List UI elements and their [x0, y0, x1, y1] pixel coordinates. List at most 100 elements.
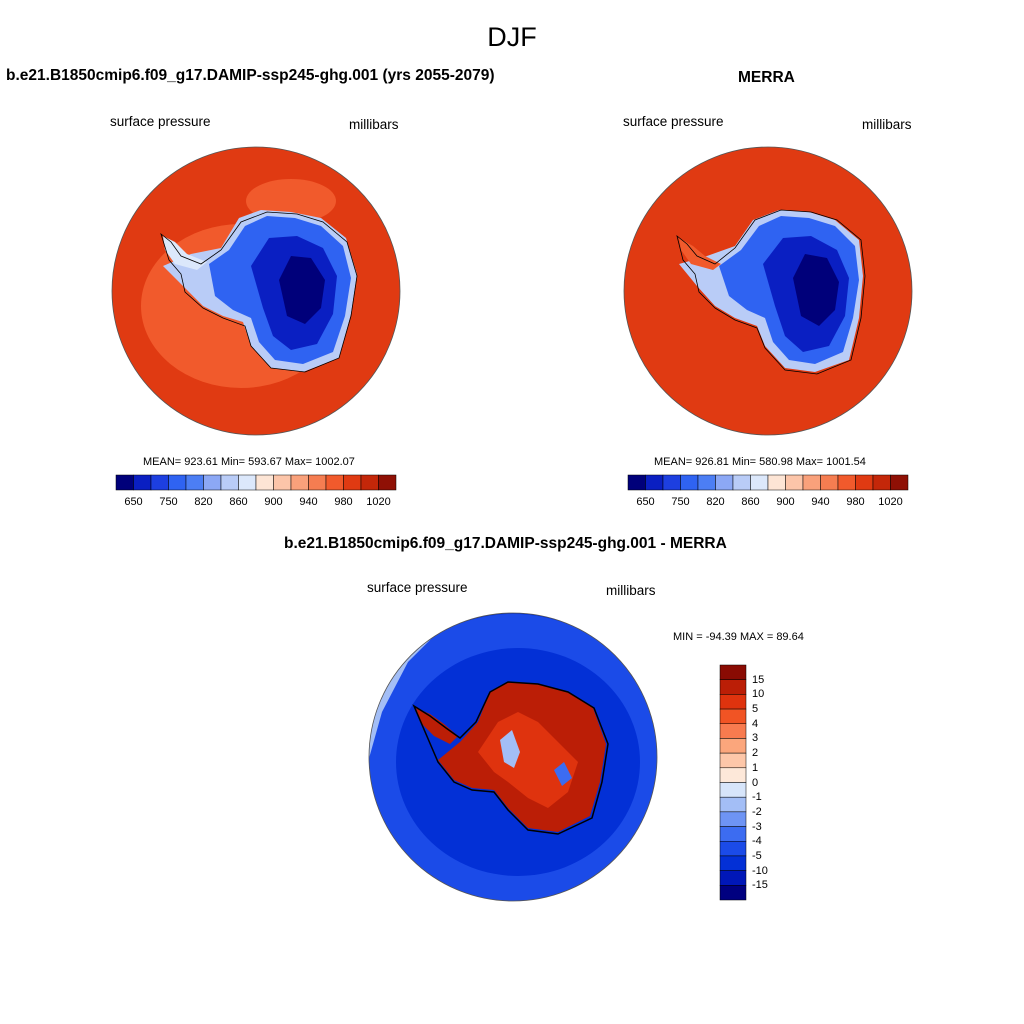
obs-antarctica-plateau [793, 254, 839, 326]
diff-colorbar-tick-label: -10 [752, 864, 768, 877]
main-title: DJF [487, 22, 537, 52]
model-colorbar [115, 474, 397, 491]
model-colorbar-box [360, 474, 379, 491]
diff-colorbar-box [719, 841, 747, 857]
obs-colorbar-box [750, 474, 769, 491]
obs-panel-title: MERRA [738, 69, 795, 86]
model-colorbar-box [168, 474, 187, 491]
diff-colorbar-tick-label: -3 [752, 820, 762, 833]
obs-colorbar [627, 474, 909, 491]
diff-polar-map [368, 612, 658, 902]
diff-coastline [412, 681, 609, 835]
obs-colorbar-tick-label: 650 [636, 496, 655, 508]
diff-colorbar-box [719, 679, 747, 695]
model-colorbar-box [238, 474, 257, 491]
model-colorbar-box [325, 474, 344, 491]
diff-variable-label: surface pressure [367, 580, 468, 595]
obs-colorbar-box [645, 474, 664, 491]
diff-colorbar-box [719, 870, 747, 886]
diff-colorbar-box [719, 738, 747, 754]
obs-colorbar-box [732, 474, 751, 491]
obs-colorbar-box [785, 474, 804, 491]
obs-colorbar-tick-label: 1020 [878, 496, 903, 508]
diff-colorbar-tick-label: -4 [752, 835, 762, 848]
obs-colorbar-tick-label: 940 [811, 496, 830, 508]
obs-colorbar-box [627, 474, 646, 491]
model-colorbar-box [378, 474, 397, 491]
model-panel-title: b.e21.B1850cmip6.f09_g17.DAMIP-ssp245-gh… [6, 67, 495, 84]
obs-colorbar-box [820, 474, 839, 491]
diff-antarctica-negative-2 [554, 762, 572, 786]
diff-colorbar-tick-label: -15 [752, 879, 768, 892]
diff-colorbar-tick-label: 2 [752, 747, 759, 760]
diff-colorbar-tick-label: -2 [752, 805, 762, 818]
model-colorbar-tick-label: 940 [299, 496, 318, 508]
model-colorbar-tick-label: 820 [194, 496, 213, 508]
model-colorbar-box [220, 474, 239, 491]
obs-colorbar-box [890, 474, 909, 491]
model-coastline [160, 211, 358, 373]
diff-colorbar-box [719, 811, 747, 827]
obs-colorbar-tick-label: 860 [741, 496, 760, 508]
model-colorbar-box [290, 474, 309, 491]
diff-colorbar-box [719, 826, 747, 842]
diff-colorbar-box [719, 767, 747, 783]
diff-colorbar-tick-label: 5 [752, 703, 759, 716]
diff-colorbar-tick-label: -5 [752, 849, 762, 862]
diff-colorbar-box [719, 782, 747, 798]
model-antarctica-plateau [279, 256, 325, 324]
obs-colorbar-tick-label: 900 [776, 496, 795, 508]
diff-colorbar-tick-label: 4 [752, 717, 759, 730]
diff-antarctica-negative [500, 730, 520, 768]
diff-panel-title: b.e21.B1850cmip6.f09_g17.DAMIP-ssp245-gh… [284, 535, 727, 552]
diff-colorbar-box [719, 723, 747, 739]
model-colorbar-box [150, 474, 169, 491]
model-peninsula [163, 236, 207, 270]
diff-units-label: millibars [606, 583, 656, 598]
diff-colorbar-tick-label: 1 [752, 761, 759, 774]
diff-colorbar-box [719, 708, 747, 724]
obs-coastline [676, 209, 866, 375]
diff-colorbar-box [719, 796, 747, 813]
obs-stats: MEAN= 926.81 Min= 580.98 Max= 1001.54 [654, 456, 866, 468]
obs-units-label: millibars [862, 117, 912, 132]
model-colorbar-box [273, 474, 292, 491]
diff-peninsula [416, 708, 458, 744]
diff-colorbar-tick-label: 15 [752, 673, 765, 686]
model-units-label: millibars [349, 117, 399, 132]
diff-colorbar-tick-label: 10 [752, 688, 765, 701]
model-stats: MEAN= 923.61 Min= 593.67 Max= 1002.07 [143, 456, 355, 468]
model-colorbar-box [255, 474, 274, 491]
obs-colorbar-box [802, 474, 821, 491]
obs-variable-label: surface pressure [623, 114, 724, 129]
model-colorbar-tick-label: 980 [334, 496, 353, 508]
diff-colorbar-box [719, 885, 747, 901]
diff-colorbar-box [719, 855, 747, 871]
diff-colorbar-box [719, 694, 747, 710]
obs-colorbar-box [837, 474, 856, 491]
obs-colorbar-tick-label: 820 [706, 496, 725, 508]
model-colorbar-box [343, 474, 362, 491]
model-colorbar-tick-label: 750 [159, 496, 178, 508]
obs-colorbar-tick-label: 980 [846, 496, 865, 508]
model-colorbar-tick-label: 860 [229, 496, 248, 508]
model-colorbar-box [308, 474, 327, 491]
model-polar-map [111, 146, 401, 436]
model-colorbar-box [115, 474, 134, 491]
diff-colorbar-tick-label: -1 [752, 791, 762, 804]
obs-colorbar-box [715, 474, 734, 491]
model-colorbar-box [185, 474, 204, 491]
diff-colorbar-box [719, 752, 747, 769]
obs-colorbar-box [855, 474, 874, 491]
diff-stats: MIN = -94.39 MAX = 89.64 [673, 631, 804, 643]
model-colorbar-tick-label: 900 [264, 496, 283, 508]
obs-colorbar-box [697, 474, 716, 491]
obs-colorbar-box [680, 474, 699, 491]
model-colorbar-tick-label: 1020 [366, 496, 391, 508]
obs-colorbar-box [872, 474, 891, 491]
model-colorbar-tick-label: 650 [124, 496, 143, 508]
model-colorbar-box [203, 474, 222, 491]
diff-colorbar [719, 664, 747, 901]
model-variable-label: surface pressure [110, 114, 211, 129]
obs-colorbar-box [767, 474, 786, 491]
